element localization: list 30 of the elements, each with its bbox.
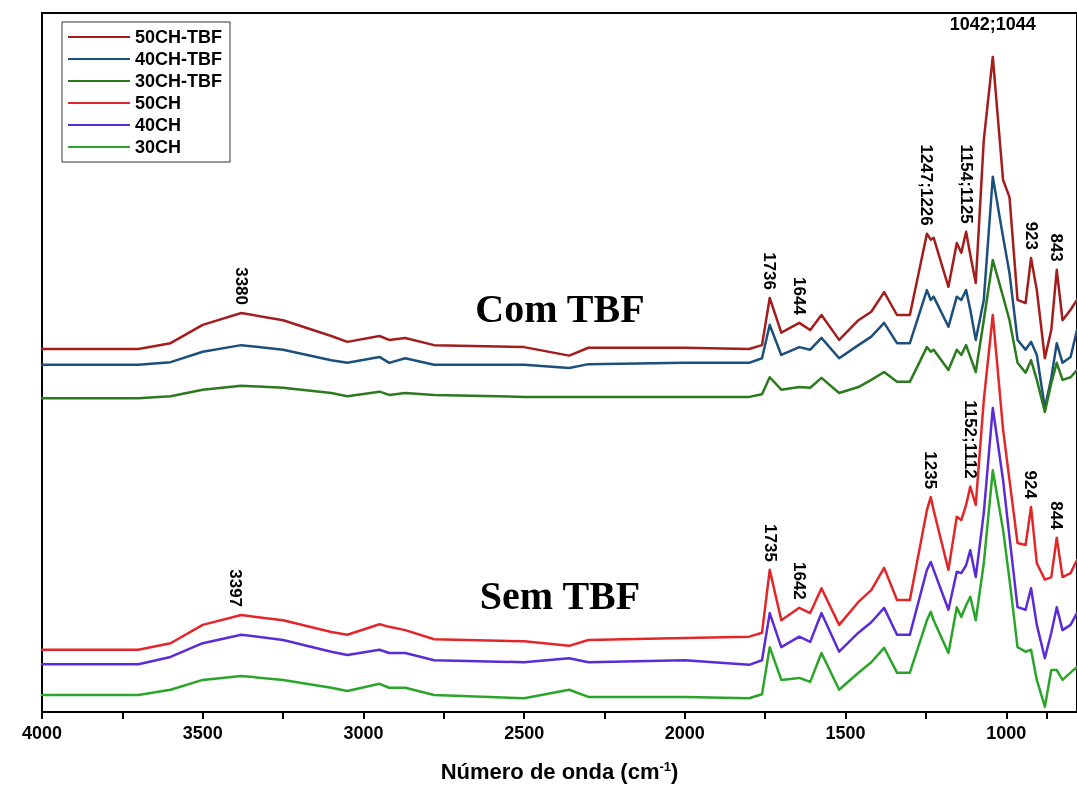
annotation: 1642 — [790, 562, 810, 600]
x-tick-label: 3000 — [343, 723, 384, 743]
annotation: Com TBF — [475, 285, 645, 331]
legend-label: 50CH — [135, 93, 182, 113]
legend-label: 30CH — [135, 137, 182, 157]
x-tick-label: 4000 — [21, 723, 63, 743]
annotation: 1154;1125 — [956, 144, 976, 224]
annotation: 1736 — [760, 252, 780, 290]
legend-label: 40CH — [135, 115, 182, 135]
annotation: 1152;1112 — [960, 400, 980, 479]
annotation: Sem TBF — [479, 572, 641, 618]
legend-label: 40CH-TBF — [135, 49, 223, 69]
annotation: 3397 — [226, 569, 246, 608]
x-tick-label: 1500 — [825, 723, 866, 743]
annotation: 1247;1226 — [917, 144, 937, 226]
x-tick-label: 2000 — [664, 723, 705, 743]
annotation: 1235 — [921, 451, 941, 490]
annotation: 843 — [1047, 233, 1067, 262]
annotation: 3380 — [231, 267, 251, 306]
legend-label: 50CH-TBF — [135, 27, 223, 47]
annotation: 923 — [1021, 221, 1041, 251]
x-tick-label: 1000 — [986, 723, 1027, 743]
annotation: 844 — [1046, 501, 1066, 531]
legend-label: 30CH-TBF — [135, 71, 223, 91]
x-tick-label: 3500 — [182, 723, 223, 743]
annotation: 1644 — [789, 277, 809, 316]
annotation: 924 — [1021, 470, 1041, 500]
x-tick-label: 2500 — [504, 723, 545, 743]
annotation: 1042;1044 — [949, 13, 1036, 34]
annotation: 1735 — [760, 524, 780, 562]
